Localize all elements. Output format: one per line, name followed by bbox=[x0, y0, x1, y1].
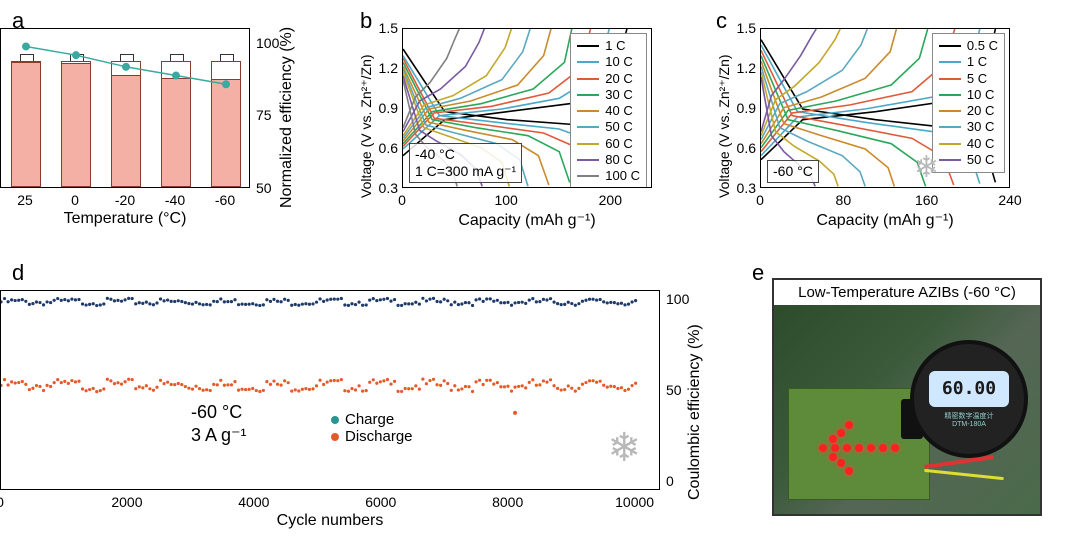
gauge-sub: 精密数字温度计 bbox=[929, 411, 1009, 421]
panel-a-plotarea bbox=[0, 28, 250, 188]
panel-d-plotarea: -60 °C3 A g⁻¹ChargeDischarge❄ bbox=[0, 290, 660, 490]
gauge-model: DTM-180A bbox=[929, 421, 1009, 428]
label-d: d bbox=[12, 260, 24, 286]
panel-b-x-title: Capacity (mAh g⁻¹) bbox=[402, 210, 652, 230]
panel-d-x-title: Cycle numbers bbox=[0, 512, 660, 530]
panel-c-x-title: Capacity (mAh g⁻¹) bbox=[760, 210, 1010, 230]
panel-e-title: Low-Temperature AZIBs (-60 °C) bbox=[774, 280, 1040, 305]
label-e: e bbox=[752, 260, 764, 286]
panel-a: Capacity(mAh g⁻¹) Normalized efficiency … bbox=[0, 28, 250, 188]
figure-root: a b c d e Capacity(mAh g⁻¹) Normalized e… bbox=[0, 0, 1080, 558]
panel-c: 0.5 C1 C5 C10 C20 C30 C40 C50 C-60 °C❄ V… bbox=[760, 28, 1010, 188]
gauge-readout: 60.00 bbox=[929, 371, 1009, 407]
panel-b: 1 C10 C20 C30 C40 C50 C60 C80 C100 C-40 … bbox=[402, 28, 652, 188]
pcb-board bbox=[788, 388, 930, 500]
panel-d: -60 °C3 A g⁻¹ChargeDischarge❄ Capacity(m… bbox=[0, 290, 660, 490]
panel-c-plotarea: 0.5 C1 C5 C10 C20 C30 C40 C50 C-60 °C❄ bbox=[760, 28, 1010, 188]
panel-b-plotarea: 1 C10 C20 C30 C40 C50 C60 C80 C100 C-40 … bbox=[402, 28, 652, 188]
temperature-gauge: 60.00 精密数字温度计 DTM-180A bbox=[910, 340, 1028, 458]
panel-a-x-title: Temperature (°C) bbox=[0, 210, 250, 228]
panel-e-photo: Low-Temperature AZIBs (-60 °C) 60.00 精密数… bbox=[772, 278, 1042, 516]
panel-a-yright-title: Normalized efficiency (%) bbox=[278, 8, 296, 208]
panel-d-yright-title: Coulombic efficiency (%) bbox=[686, 280, 704, 500]
